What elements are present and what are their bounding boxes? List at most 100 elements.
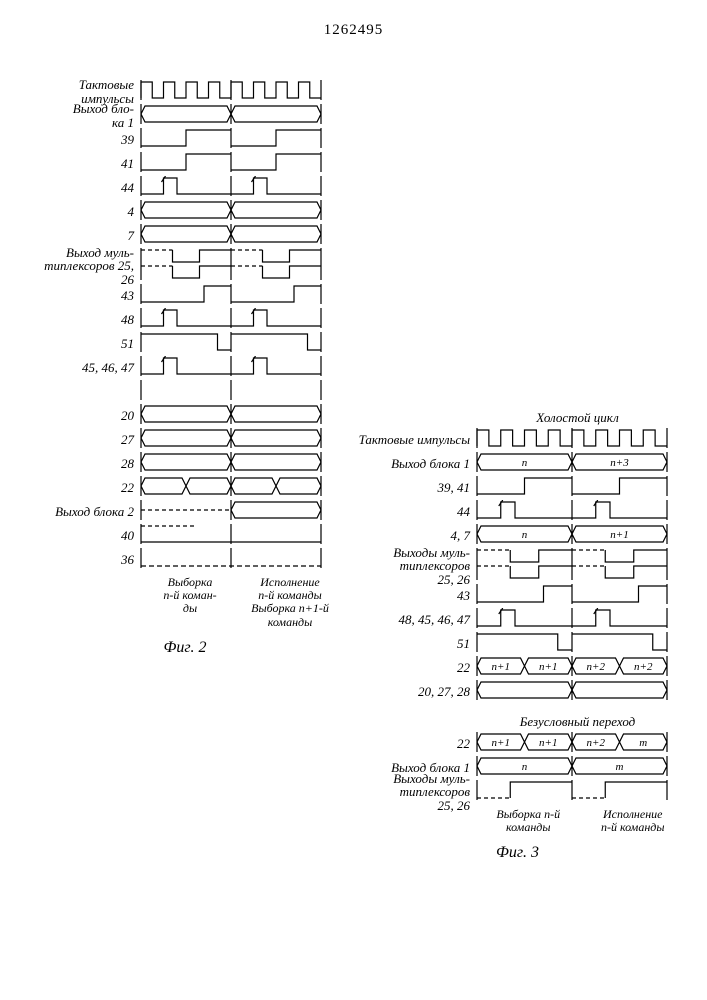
- fig3-caption-2: Исполнениеn-й команды: [581, 806, 686, 836]
- svg-text:n+1: n+1: [610, 529, 628, 541]
- signal-label: 39: [30, 133, 140, 147]
- signal-label: Выход блока 1: [350, 457, 476, 471]
- signal-label: Выходы муль-типлексоров25, 26: [350, 772, 476, 813]
- waveform: [140, 452, 340, 476]
- waveform: [140, 428, 340, 452]
- waveform: [140, 128, 340, 152]
- svg-text:n+2: n+2: [587, 737, 606, 749]
- signal-label: Выход бло-ка 1: [30, 102, 140, 129]
- waveform: [140, 404, 340, 428]
- fig2-caption-2: Исполнениеn-й командыВыборка n+1-йкоманд…: [240, 574, 340, 631]
- signal-row: Тактовые импульсы: [350, 428, 685, 452]
- waveform: [476, 680, 685, 704]
- signal-row: 20: [30, 404, 340, 428]
- signal-label: 44: [30, 181, 140, 195]
- waveform: [140, 524, 340, 548]
- svg-text:m: m: [616, 761, 624, 773]
- waveform: [140, 152, 340, 176]
- fig3-overall-title: Холостой цикл: [470, 410, 685, 426]
- signal-row: Выход блока 2: [30, 500, 340, 524]
- waveform: [140, 224, 340, 248]
- svg-text:n: n: [522, 761, 528, 773]
- signal-row: Выход блока 1nn+3: [350, 452, 685, 476]
- signal-label: 44: [350, 505, 476, 519]
- signal-row: 39: [30, 128, 340, 152]
- signal-label: 43: [30, 289, 140, 303]
- svg-text:n: n: [522, 529, 528, 541]
- signal-label: 4: [30, 205, 140, 219]
- waveform: [476, 632, 685, 656]
- signal-row: 20, 27, 28: [350, 680, 685, 704]
- signal-label: 20, 27, 28: [350, 685, 476, 699]
- signal-row: Выход бло-ка 1: [30, 104, 340, 128]
- waveform: [140, 176, 340, 200]
- signal-row: 22 n+1 n+1 n+2 n+2: [350, 656, 685, 680]
- signal-label: 22: [30, 481, 140, 495]
- signal-label: 48: [30, 313, 140, 327]
- svg-text:n+1: n+1: [492, 661, 510, 673]
- signal-label: 20: [30, 409, 140, 423]
- waveform: [140, 308, 340, 332]
- signal-label: 51: [30, 337, 140, 351]
- signal-row: 48: [30, 308, 340, 332]
- signal-label: 36: [30, 553, 140, 567]
- signal-label: 39, 41: [350, 481, 476, 495]
- signal-label: 22: [350, 737, 476, 751]
- fig2-captions: Выборкаn-й коман-ды Исполнениеn-й команд…: [30, 574, 340, 631]
- waveform: [476, 780, 685, 804]
- signal-label: 40: [30, 529, 140, 543]
- waveform: [140, 200, 340, 224]
- waveform: nn+3: [476, 452, 685, 476]
- fig3-caption-1: Выборка n-йкоманды: [476, 806, 581, 836]
- signal-label: 48, 45, 46, 47: [350, 613, 476, 627]
- waveform: [476, 476, 685, 500]
- waveform: [140, 332, 340, 356]
- signal-row: 40: [30, 524, 340, 548]
- signal-label: 22: [350, 661, 476, 675]
- signal-label: 7: [30, 229, 140, 243]
- signal-label: 45, 46, 47: [30, 361, 140, 375]
- signal-row: 22: [30, 476, 340, 500]
- signal-row: 36: [30, 548, 340, 572]
- svg-text:n+1: n+1: [539, 737, 557, 749]
- svg-text:m: m: [639, 737, 647, 749]
- signal-row: 45, 46, 47: [30, 356, 340, 380]
- waveform: [476, 608, 685, 632]
- signal-row: 51: [30, 332, 340, 356]
- svg-text:n+2: n+2: [634, 661, 653, 673]
- signal-row: 28: [30, 452, 340, 476]
- page-number: 1262495: [324, 22, 384, 39]
- signal-row: 48, 45, 46, 47: [350, 608, 685, 632]
- signal-row: Выходы муль-типлексоров25, 26: [350, 780, 685, 804]
- waveform: nm: [476, 756, 685, 780]
- signal-row: 39, 41: [350, 476, 685, 500]
- waveform: n n+1: [476, 524, 685, 548]
- figure-3: Холостой цикл Тактовые импульсыВыход бло…: [350, 410, 685, 862]
- signal-row: 44: [30, 176, 340, 200]
- waveform: n+1n+1n+2m: [476, 732, 685, 756]
- waveform: [140, 284, 340, 308]
- signal-row: 22n+1n+1n+2m: [350, 732, 685, 756]
- waveform: [140, 80, 340, 104]
- waveform: [140, 248, 340, 284]
- signal-row: 43: [350, 584, 685, 608]
- waveform: [140, 500, 340, 524]
- signal-row: 27: [30, 428, 340, 452]
- waveform: [140, 380, 340, 404]
- signal-label: Выход блока 2: [30, 505, 140, 519]
- svg-text:n+2: n+2: [587, 661, 606, 673]
- waveform: n+1 n+1 n+2 n+2: [476, 656, 685, 680]
- svg-text:n+3: n+3: [610, 457, 629, 469]
- signal-label: 27: [30, 433, 140, 447]
- waveform: [476, 428, 685, 452]
- signal-row: 51: [350, 632, 685, 656]
- waveform: [140, 356, 340, 380]
- signal-label: 4, 7: [350, 529, 476, 543]
- waveform: [476, 584, 685, 608]
- waveform: [140, 548, 340, 572]
- waveform: [140, 104, 340, 128]
- signal-label: 51: [350, 637, 476, 651]
- svg-text:n+1: n+1: [539, 661, 557, 673]
- fig2-title: Фиг. 2: [30, 639, 340, 657]
- figure-2: Тактовые импульсыВыход бло-ка 139414447В…: [30, 80, 340, 657]
